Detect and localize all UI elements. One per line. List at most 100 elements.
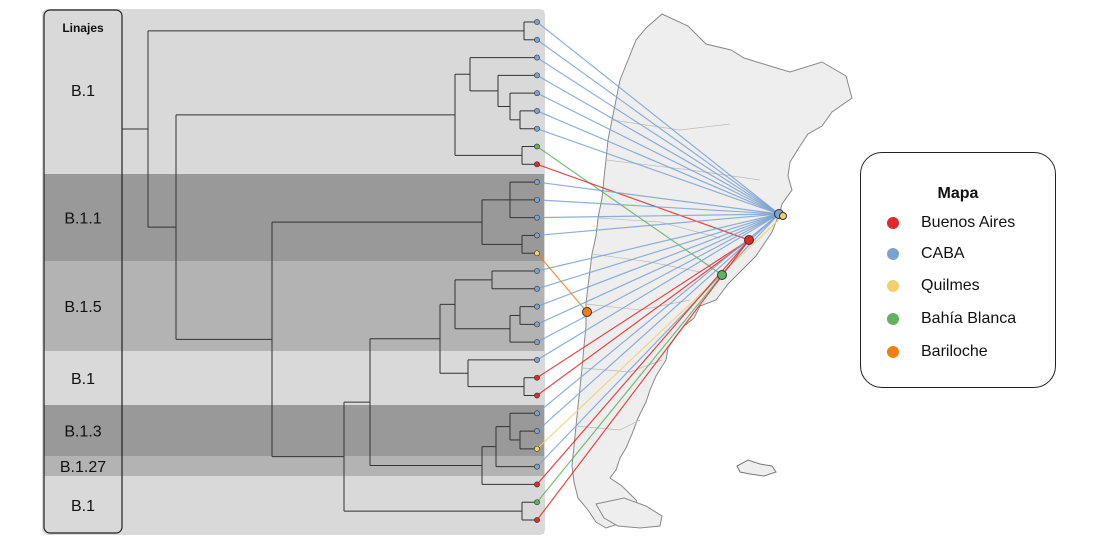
legend-label: Buenos Aires	[921, 214, 1016, 231]
tree-tip	[534, 214, 540, 221]
tip-link	[536, 181, 780, 215]
tree-tip	[534, 392, 540, 399]
tree-tip	[534, 250, 540, 257]
lineage-band-labels: B.1 B.1.1 B.1.5 B.1 B.1.3 B.1.27 B.1	[60, 83, 106, 515]
tree-tip	[534, 410, 540, 417]
lineage-bands	[44, 10, 544, 534]
tree-tip	[534, 196, 540, 203]
legend-label: Bariloche	[921, 343, 988, 360]
argentina-map-outline	[571, 13, 853, 529]
legend-label: Bahía Blanca	[921, 310, 1017, 327]
tree-tip	[534, 19, 540, 25]
tip-link	[536, 274, 723, 503]
tip-link	[536, 239, 750, 379]
tree-tip	[534, 481, 540, 488]
lineage-band-label: B.1.1	[64, 211, 101, 228]
tip-link	[536, 213, 780, 308]
tip-link	[536, 213, 780, 219]
tree-tip	[534, 232, 540, 239]
tree-tip	[534, 428, 540, 434]
legend-item-bariloche: Bariloche	[887, 342, 988, 362]
legend-swatch-bahia-blanca	[887, 313, 899, 325]
tip-link	[536, 39, 780, 215]
lineage-band-label: B.1.27	[60, 459, 106, 476]
map-legend: Mapa Buenos Aires CABA Quilmes Bahía Bla…	[860, 152, 1056, 388]
tree-tip	[534, 36, 540, 43]
tip-link	[536, 213, 780, 237]
tip-link	[536, 128, 780, 215]
tree-tip	[534, 321, 540, 328]
lineage-band	[44, 405, 544, 456]
legend-swatch-quilmes	[887, 280, 899, 292]
legend-item-bahia-blanca: Bahía Blanca	[887, 309, 1016, 329]
tip-link	[536, 163, 750, 241]
tree-tip	[534, 499, 540, 506]
tip-link	[536, 213, 780, 343]
lineage-band	[44, 476, 544, 534]
tip-link	[536, 213, 780, 468]
tree-tip	[534, 161, 540, 168]
legend-swatch-buenos-aires	[887, 217, 899, 229]
location-marker	[582, 307, 592, 317]
tip-link	[536, 239, 750, 396]
tree-tip	[534, 54, 540, 61]
tree-tip	[534, 517, 540, 523]
tip-link	[536, 213, 780, 325]
tree-tip	[534, 357, 540, 363]
malvinas-islands-shape	[736, 459, 777, 477]
tip-link	[536, 213, 780, 432]
tip-link	[536, 252, 588, 313]
legend-item-buenos-aires: Buenos Aires	[887, 213, 1015, 233]
tree-tip	[534, 445, 540, 452]
location-marker	[717, 270, 727, 280]
tree-tip	[534, 463, 540, 470]
tree-tip	[534, 108, 540, 114]
lineage-band	[44, 351, 544, 405]
lineage-band-label: B.1.3	[64, 424, 101, 441]
tip-link	[536, 213, 780, 414]
legend-label: Quilmes	[921, 277, 980, 294]
legend-item-quilmes: Quilmes	[887, 276, 980, 296]
tip-link	[536, 199, 780, 215]
lineage-band-label: B.1	[71, 498, 95, 515]
tip-link	[536, 239, 750, 485]
tree-tip	[534, 303, 540, 310]
location-marker	[779, 212, 787, 220]
lineage-band	[44, 10, 544, 174]
legend-swatch-bariloche	[887, 346, 899, 358]
lineage-band-label: B.1	[71, 371, 95, 388]
legend-swatch-caba	[887, 248, 899, 260]
lineage-band	[44, 456, 544, 476]
legend-item-caba: CABA	[887, 244, 965, 264]
tree-tip	[534, 179, 540, 185]
legend-title: Mapa	[937, 185, 979, 202]
tip-link	[536, 74, 780, 215]
tree-tip	[534, 374, 540, 381]
tip-link	[536, 239, 750, 521]
tree-tips	[534, 19, 540, 523]
tree-tip	[534, 125, 540, 132]
tip-link	[536, 92, 780, 215]
south-america-map	[571, 13, 853, 529]
tierra-del-fuego-shape	[595, 497, 663, 529]
tip-link	[536, 21, 780, 215]
map-location-markers	[582, 209, 787, 317]
legend-label: CABA	[921, 245, 965, 262]
tree-tip	[534, 90, 540, 97]
tip-link	[536, 213, 780, 272]
lineage-band	[44, 261, 544, 351]
lineage-column-frame	[43, 9, 123, 534]
tree-tip	[534, 268, 540, 274]
lineage-band	[44, 174, 544, 261]
tree-tip	[534, 339, 540, 346]
tip-link	[536, 110, 780, 215]
tree-tip	[534, 143, 540, 150]
lineage-column-header: Linajes	[62, 21, 104, 35]
tree-tip	[534, 72, 540, 79]
tip-link	[536, 213, 780, 361]
lineage-band-label: B.1	[71, 83, 95, 100]
location-marker	[744, 235, 754, 245]
tip-link	[536, 213, 780, 290]
tip-location-links	[536, 21, 784, 521]
